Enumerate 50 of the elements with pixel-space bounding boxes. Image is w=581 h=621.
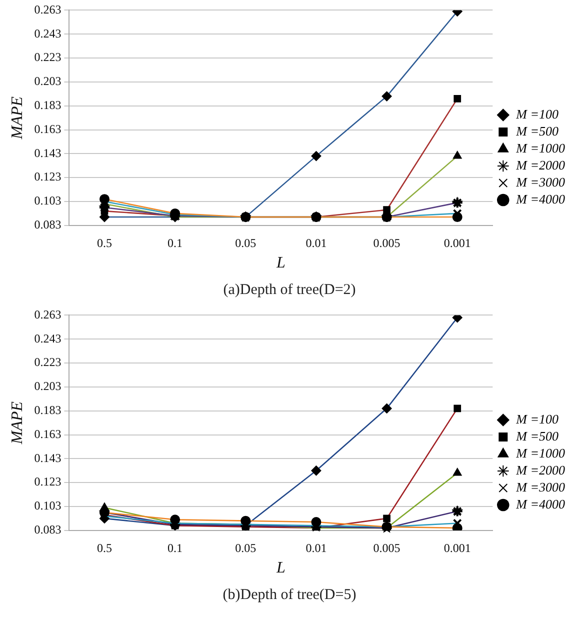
legend-label: M =2000 bbox=[515, 157, 566, 172]
y-tick-label: 0.083 bbox=[34, 522, 62, 537]
y-tick-label: 0.243 bbox=[34, 26, 62, 40]
legend-label: M =1000 bbox=[515, 445, 566, 460]
y-tick-label: 0.223 bbox=[34, 355, 62, 370]
x-axis-title: L bbox=[275, 560, 286, 577]
legend-label: M =2000 bbox=[515, 462, 566, 478]
y-tick-label: 0.163 bbox=[34, 426, 62, 441]
legend-label: M =500 bbox=[515, 123, 559, 138]
x-tick-label: 0.05 bbox=[235, 540, 256, 555]
y-tick-label: 0.143 bbox=[34, 450, 62, 465]
y-tick-label: 0.183 bbox=[34, 403, 62, 417]
legend-label: M =4000 bbox=[515, 496, 566, 512]
y-axis-title: MAPE bbox=[8, 401, 26, 446]
x-tick-label: 0.1 bbox=[168, 236, 183, 250]
x-tick-label: 0.001 bbox=[444, 236, 471, 250]
y-axis-title: MAPE bbox=[8, 96, 26, 140]
x-tick-label: 0.01 bbox=[306, 236, 327, 250]
x-tick-label: 0.05 bbox=[235, 236, 256, 250]
legend-label: M =4000 bbox=[515, 191, 566, 206]
legend-label: M =500 bbox=[515, 428, 559, 444]
y-tick-label: 0.163 bbox=[34, 122, 62, 136]
legend-label: M =3000 bbox=[515, 479, 566, 494]
x-tick-label: 0.001 bbox=[444, 540, 471, 555]
y-tick-label: 0.263 bbox=[34, 307, 62, 322]
y-tick-label: 0.143 bbox=[34, 146, 62, 160]
y-tick-label: 0.223 bbox=[34, 50, 62, 64]
x-tick-label: 0.005 bbox=[373, 540, 400, 555]
x-tick-label: 0.01 bbox=[306, 540, 327, 555]
y-tick-label: 0.123 bbox=[34, 474, 62, 489]
x-tick-label: 0.5 bbox=[96, 540, 112, 555]
y-tick-label: 0.103 bbox=[34, 498, 62, 513]
y-tick-label: 0.083 bbox=[34, 218, 62, 232]
legend-label: M =3000 bbox=[515, 174, 566, 190]
y-tick-label: 0.243 bbox=[34, 331, 62, 346]
text: (b)Depth of tree(D=5) bbox=[222, 586, 356, 603]
y-tick-label: 0.203 bbox=[34, 379, 62, 394]
x-tick-label: 0.005 bbox=[373, 236, 400, 250]
y-tick-label: 0.103 bbox=[34, 194, 62, 208]
x-axis-title: L bbox=[275, 254, 286, 272]
legend-label: M =100 bbox=[515, 411, 559, 426]
x-tick-label: 0.1 bbox=[168, 540, 183, 555]
legend-label: M =1000 bbox=[515, 140, 566, 156]
y-tick-label: 0.263 bbox=[34, 2, 62, 16]
legend-label: M =100 bbox=[515, 106, 559, 122]
y-tick-label: 0.183 bbox=[34, 98, 62, 112]
y-tick-label: 0.123 bbox=[34, 170, 62, 184]
y-tick-label: 0.203 bbox=[34, 74, 62, 88]
text: (a)Depth of tree(D=2) bbox=[223, 282, 356, 298]
x-tick-label: 0.5 bbox=[96, 236, 112, 250]
